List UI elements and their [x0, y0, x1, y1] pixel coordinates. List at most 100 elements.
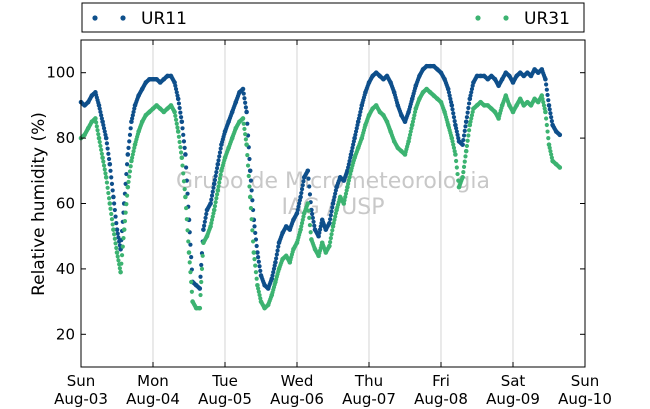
point-ur31 — [200, 253, 205, 258]
point-ur31 — [199, 266, 205, 271]
legend-label-ur31: UR31 — [524, 9, 570, 29]
point-ur11 — [328, 217, 333, 222]
point-ur31 — [129, 158, 134, 164]
point-ur11 — [127, 132, 133, 137]
point-ur31 — [119, 253, 125, 258]
point-ur11 — [305, 168, 311, 174]
point-ur11 — [353, 129, 359, 134]
point-ur11 — [310, 211, 315, 217]
point-ur31 — [124, 202, 129, 207]
point-ur11 — [296, 204, 301, 209]
point-ur31 — [94, 124, 99, 129]
point-ur31 — [308, 230, 313, 235]
point-ur31 — [102, 167, 107, 172]
point-ur11 — [209, 193, 215, 198]
point-ur31 — [243, 132, 248, 137]
y-axis-title: Relative humidity (%) — [29, 112, 49, 296]
point-ur11 — [548, 111, 553, 116]
point-ur11 — [544, 82, 549, 87]
point-ur31 — [240, 116, 246, 121]
point-ur11 — [112, 207, 117, 213]
x-tick-label-day: Tue — [211, 372, 238, 390]
point-ur11 — [124, 171, 129, 177]
point-ur31 — [246, 173, 251, 179]
point-ur11 — [218, 146, 223, 151]
point-ur31 — [130, 152, 135, 157]
point-ur11 — [452, 119, 457, 124]
point-ur11 — [299, 187, 305, 192]
point-ur31 — [208, 224, 213, 229]
point-ur11 — [295, 207, 300, 213]
point-ur31 — [178, 145, 183, 150]
point-ur11 — [182, 145, 187, 151]
point-ur11 — [273, 260, 278, 265]
point-ur31 — [247, 194, 253, 200]
point-ur31 — [343, 194, 348, 200]
point-ur31 — [342, 198, 347, 203]
point-ur11 — [547, 107, 552, 112]
point-ur31 — [254, 276, 259, 281]
point-ur31 — [103, 175, 109, 180]
point-ur11 — [329, 209, 334, 214]
point-ur31 — [214, 196, 219, 201]
point-ur11 — [354, 126, 359, 131]
point-ur31 — [465, 138, 470, 143]
point-ur11 — [96, 103, 102, 108]
point-ur11 — [202, 223, 207, 228]
point-ur31 — [109, 217, 115, 222]
point-ur31 — [331, 221, 336, 226]
point-ur11 — [327, 220, 332, 226]
point-ur31 — [409, 122, 415, 128]
point-ur11 — [245, 121, 250, 126]
legend-marker-ur11-b — [120, 15, 126, 21]
point-ur31 — [187, 260, 192, 265]
point-ur31 — [333, 214, 338, 219]
point-ur11 — [102, 129, 107, 134]
point-ur11 — [199, 262, 204, 268]
point-ur11 — [177, 105, 182, 111]
point-ur31 — [125, 184, 131, 190]
point-ur31 — [449, 135, 455, 141]
legend-box — [81, 2, 585, 33]
point-ur11 — [255, 250, 260, 255]
point-ur31 — [123, 210, 128, 215]
point-ur31 — [460, 175, 465, 180]
point-ur11 — [180, 126, 185, 131]
point-ur11 — [257, 264, 262, 269]
ticks-layer: SunAug-03MonAug-04TueAug-05WedAug-06ThuA… — [46, 40, 612, 408]
point-ur31 — [455, 171, 460, 177]
point-ur31 — [95, 128, 100, 133]
point-ur11 — [330, 205, 335, 210]
point-ur31 — [347, 175, 352, 180]
point-ur11 — [256, 259, 261, 264]
point-ur31 — [451, 145, 457, 151]
point-ur31 — [544, 122, 549, 128]
point-ur31 — [181, 179, 187, 184]
point-ur31 — [126, 179, 131, 185]
point-ur11 — [244, 109, 249, 115]
point-ur11 — [298, 194, 303, 200]
point-ur11 — [243, 100, 248, 105]
point-ur11 — [181, 132, 186, 137]
point-ur31 — [544, 116, 549, 121]
point-ur11 — [185, 191, 190, 196]
point-ur11 — [345, 168, 350, 174]
point-ur11 — [549, 115, 554, 120]
point-ur31 — [214, 192, 220, 197]
point-ur11 — [301, 179, 306, 184]
point-ur11 — [250, 198, 255, 203]
point-ur31 — [112, 232, 117, 237]
point-ur11 — [254, 243, 259, 249]
point-ur31 — [411, 116, 416, 121]
point-ur31 — [174, 121, 179, 126]
point-ur11 — [346, 165, 351, 170]
point-ur31 — [463, 154, 468, 159]
point-ur11 — [217, 154, 222, 159]
point-ur11 — [274, 256, 279, 261]
point-ur31 — [545, 129, 550, 134]
point-ur11 — [211, 181, 217, 187]
point-ur31 — [467, 122, 473, 128]
legend: UR11 UR31 — [81, 2, 585, 33]
point-ur31 — [131, 149, 136, 154]
